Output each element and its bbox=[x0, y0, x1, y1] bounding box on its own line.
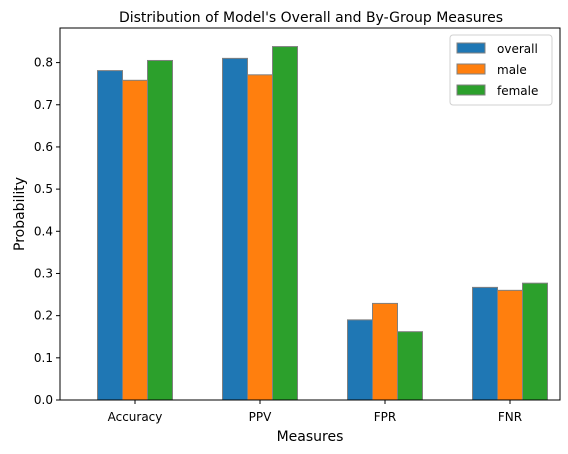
bar-overall-fpr bbox=[347, 319, 373, 401]
x-axis-label: Measures bbox=[277, 429, 344, 445]
y-axis: 0.0 0.1 0.2 0.3 0.4 0.5 0.6 0.7 0.8 bbox=[34, 56, 60, 407]
bar-male-fpr bbox=[372, 302, 398, 401]
legend-label-overall: overall bbox=[497, 42, 538, 56]
legend: overall male female bbox=[449, 34, 553, 106]
legend-swatch-overall bbox=[456, 42, 486, 54]
x-axis: Accuracy PPV FPR FNR bbox=[108, 400, 522, 424]
y-tick-label: 0.3 bbox=[34, 266, 53, 280]
bar-overall-ppv bbox=[222, 57, 248, 401]
legend-swatch-male bbox=[456, 63, 486, 75]
legend-swatch-female bbox=[456, 84, 486, 96]
y-tick-label: 0.5 bbox=[34, 182, 53, 196]
x-tick-label: FPR bbox=[374, 410, 396, 424]
y-tick-label: 0.4 bbox=[34, 224, 53, 238]
bar-overall-accuracy bbox=[97, 70, 123, 401]
x-tick-label: Accuracy bbox=[108, 410, 163, 424]
y-tick-label: 0.6 bbox=[34, 140, 53, 154]
bar-female-accuracy bbox=[147, 59, 173, 401]
bar-male-fnr bbox=[497, 289, 523, 401]
plot-frame bbox=[59, 27, 561, 401]
legend-label-male: male bbox=[497, 63, 527, 77]
bar-overall-fnr bbox=[472, 286, 498, 401]
y-tick-label: 0.7 bbox=[34, 98, 53, 112]
bar-male-ppv bbox=[247, 74, 273, 401]
y-tick-label: 0.8 bbox=[34, 56, 53, 70]
chart-title: Distribution of Model's Overall and By-G… bbox=[119, 10, 503, 26]
y-tick-label: 0.2 bbox=[34, 309, 53, 323]
legend-label-female: female bbox=[497, 84, 538, 98]
bar-female-ppv bbox=[272, 46, 298, 401]
y-axis-label: Probability bbox=[12, 177, 28, 251]
bar-female-fnr bbox=[522, 282, 548, 401]
bars-group bbox=[97, 46, 548, 401]
y-tick-label: 0.1 bbox=[34, 351, 53, 365]
bar-male-accuracy bbox=[122, 79, 148, 401]
x-tick-label: FNR bbox=[498, 410, 522, 424]
y-tick-label: 0.0 bbox=[34, 393, 53, 407]
bar-female-fpr bbox=[397, 331, 423, 401]
x-tick-label: PPV bbox=[249, 410, 272, 424]
